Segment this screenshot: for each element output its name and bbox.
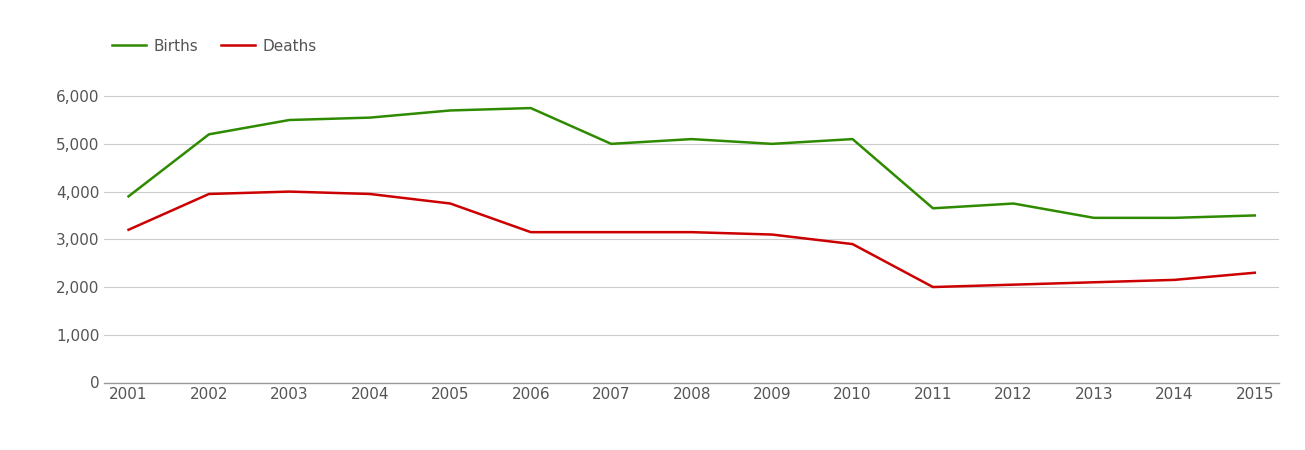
Deaths <box>282 189 298 194</box>
Deaths <box>1086 279 1101 285</box>
Deaths <box>120 227 136 233</box>
Births <box>1248 213 1263 218</box>
Births <box>201 131 217 137</box>
Deaths <box>684 230 699 235</box>
Deaths <box>1006 282 1022 288</box>
Deaths <box>1248 270 1263 275</box>
Births <box>442 108 458 113</box>
Deaths <box>844 241 860 247</box>
Births <box>684 136 699 142</box>
Births <box>1006 201 1022 206</box>
Line: Deaths: Deaths <box>128 192 1255 287</box>
Births <box>282 117 298 123</box>
Deaths <box>1167 277 1182 283</box>
Births <box>523 105 539 111</box>
Line: Births: Births <box>128 108 1255 218</box>
Deaths <box>765 232 780 237</box>
Births <box>603 141 619 147</box>
Legend: Births, Deaths: Births, Deaths <box>112 39 316 54</box>
Deaths <box>201 191 217 197</box>
Births <box>844 136 860 142</box>
Deaths <box>523 230 539 235</box>
Deaths <box>361 191 377 197</box>
Deaths <box>925 284 941 290</box>
Births <box>765 141 780 147</box>
Births <box>1167 215 1182 220</box>
Births <box>120 194 136 199</box>
Births <box>925 206 941 211</box>
Births <box>1086 215 1101 220</box>
Births <box>361 115 377 120</box>
Deaths <box>442 201 458 206</box>
Deaths <box>603 230 619 235</box>
